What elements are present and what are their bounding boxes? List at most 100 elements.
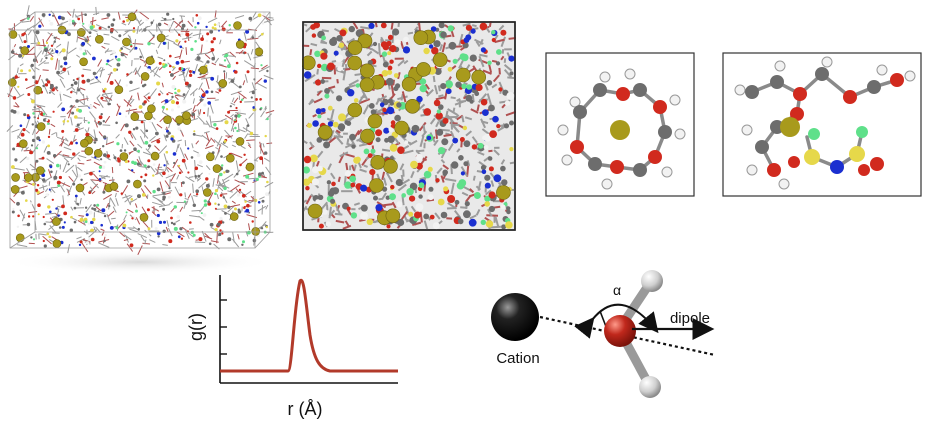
cation-sphere	[80, 139, 89, 148]
molecule-bond	[151, 121, 157, 132]
atom	[396, 102, 402, 108]
cation-sphere	[302, 55, 316, 71]
molecule-bond	[155, 49, 159, 54]
atom	[223, 171, 226, 174]
atom	[484, 174, 491, 181]
atom	[185, 32, 190, 37]
molecule-bond	[129, 140, 135, 147]
molecule-bond	[207, 107, 209, 117]
molecule-bond	[232, 127, 235, 133]
molecule-bond	[34, 67, 40, 71]
atom	[12, 147, 16, 151]
atom	[196, 21, 200, 25]
atom	[126, 179, 131, 184]
atom	[194, 40, 197, 43]
atom	[63, 221, 66, 224]
molecule-bond	[383, 203, 393, 207]
molecule-bond	[247, 37, 259, 40]
molecule-bond	[248, 133, 259, 136]
atom	[165, 150, 169, 154]
atom	[222, 221, 225, 224]
molecule-bond	[27, 29, 32, 36]
atom	[170, 221, 174, 225]
molecule-bond	[165, 160, 170, 165]
molecule-bond	[509, 161, 516, 165]
molecule-bond	[262, 14, 271, 21]
molecule-bond	[474, 38, 484, 45]
atom	[29, 150, 33, 155]
atom	[245, 174, 250, 179]
molecule-bond	[174, 96, 179, 101]
molecule-bond	[347, 84, 356, 89]
molecule-bond	[116, 103, 120, 108]
molecule-bond	[115, 134, 120, 139]
molecule-bond	[172, 75, 176, 81]
molecule-bond	[134, 15, 142, 26]
atom	[456, 181, 465, 190]
molecule-bond	[488, 63, 493, 73]
cation-sphere	[8, 30, 18, 39]
atom	[70, 91, 73, 94]
atom	[110, 23, 115, 27]
atom	[147, 227, 151, 231]
molecule-bond	[476, 104, 480, 112]
molecule-bond	[47, 47, 52, 52]
atom	[32, 182, 36, 186]
cation-sphere	[212, 164, 222, 173]
molecule-bond	[175, 92, 186, 99]
atom	[434, 68, 442, 75]
atom	[51, 49, 54, 52]
molecule-bond	[130, 133, 134, 139]
molecule-bond	[211, 62, 217, 66]
molecule-bond	[426, 198, 435, 202]
atom	[98, 165, 102, 169]
atom	[214, 189, 219, 193]
molecule-bond	[77, 162, 85, 165]
atom	[258, 172, 262, 177]
molecule-bond	[359, 168, 367, 173]
molecule-bond	[334, 203, 342, 216]
atom	[260, 64, 263, 67]
molecule-bond	[227, 135, 234, 139]
molecule-bond	[498, 24, 505, 31]
slab-snapshot-figure	[302, 21, 516, 231]
atom	[81, 79, 86, 84]
molecule-bond	[456, 148, 461, 153]
molecule-bond	[237, 91, 247, 99]
atom	[48, 91, 51, 94]
atom	[443, 186, 449, 192]
molecule-bond	[53, 14, 60, 25]
atom	[221, 27, 226, 32]
molecule-bond	[187, 20, 194, 27]
rdf-plot: g(r) r (Å)	[186, 275, 398, 419]
atom	[97, 210, 100, 213]
molecule-bond	[227, 190, 233, 193]
molecule-bond	[224, 114, 234, 121]
molecule-bond	[424, 83, 430, 90]
molecule-bond	[42, 69, 49, 71]
molecule-bond	[184, 140, 187, 147]
molecule-bond	[172, 66, 176, 72]
molecule-bond	[90, 19, 97, 23]
molecule-bond	[106, 136, 108, 145]
atom	[320, 79, 325, 84]
atom	[447, 66, 453, 72]
atom	[122, 232, 126, 235]
atom	[145, 129, 149, 133]
molecule-bond	[222, 173, 234, 182]
molecule-bond	[41, 115, 52, 118]
molecule-bond	[192, 104, 196, 112]
molecule-bond	[185, 176, 195, 183]
molecule-bond	[353, 202, 361, 206]
molecule-bond	[196, 52, 209, 55]
atom	[106, 154, 111, 158]
atom	[395, 178, 403, 187]
molecule-bond	[267, 16, 274, 19]
angle-arc-arrow	[574, 303, 659, 339]
cation-sphere	[182, 111, 191, 120]
atom	[205, 177, 209, 181]
atom	[218, 232, 222, 237]
atom	[464, 201, 470, 207]
molecule-bond	[152, 208, 158, 212]
molecule-bond	[128, 108, 131, 115]
